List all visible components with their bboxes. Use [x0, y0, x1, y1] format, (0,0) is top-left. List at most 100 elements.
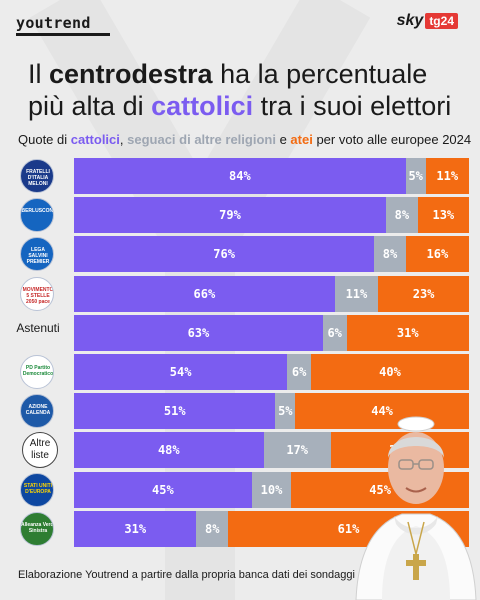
brand-name: youtrend — [16, 14, 91, 32]
title-part3: tra i suoi elettori — [253, 91, 452, 121]
bar-value-label: 16% — [426, 247, 449, 262]
bar-value-label: 6% — [327, 325, 342, 340]
party-logo-text: BERLUSCONI — [21, 208, 54, 215]
bar-seguaci-di-altre-religioni-movimento-5-stelle: 11% — [334, 275, 379, 312]
bar-seguaci-di-altre-religioni-astenuti: 6% — [322, 314, 347, 351]
bar-value-label: 31% — [124, 521, 147, 536]
bar-atei-forza-italia: 13% — [417, 197, 469, 234]
bar-value-label: 45% — [369, 482, 391, 497]
category-label-astenuti: Astenuti — [16, 320, 60, 335]
title-bold1: centrodestra — [49, 59, 213, 89]
party-logo-text: LEGA SALVINI PREMIER — [26, 247, 50, 266]
bar-seguaci-di-altre-religioni-pd: 6% — [287, 354, 311, 390]
bar-seguaci-di-altre-religioni-stati-uniti-d-europa: 10% — [251, 471, 292, 508]
bar-cattolici-alleanza-verdi-sinistra: 31% — [74, 510, 197, 547]
bar-value-label: 13% — [432, 208, 455, 223]
party-logo-stati-uniti-d-europa: STATI UNITI D'EUROPA — [20, 472, 54, 507]
party-logo-alleanza-verdi-sinistra: Alleanza Verdi Sinistra — [20, 511, 54, 546]
bar-value-label: 10% — [260, 482, 283, 497]
subtitle-key-altre: seguaci di altre religioni — [127, 132, 276, 147]
bar-value-label: 84% — [229, 169, 251, 183]
bar-value-label: 40% — [379, 365, 401, 379]
bar-value-label: 76% — [213, 247, 235, 262]
bar-value-label: 51% — [163, 404, 186, 419]
broadcaster-word: sky — [396, 12, 424, 29]
party-logo-text: PD Partito Democratico — [22, 365, 54, 377]
bar-cattolici-movimento-5-stelle: 66% — [74, 275, 335, 312]
broadcaster-logo[interactable]: sky tg24 — [397, 12, 458, 30]
subtitle-sep2: e — [275, 132, 291, 147]
chart-subtitle: Quote di cattolici, seguaci di altre rel… — [18, 132, 471, 147]
bar-value-label: 79% — [219, 208, 241, 223]
subtitle-sep1: , — [119, 132, 128, 147]
bar-cattolici-azione: 51% — [74, 393, 276, 430]
chart-title: Il centrodestra ha la percentuale più al… — [28, 58, 458, 122]
category-label-altre-liste: Altre liste — [22, 432, 58, 469]
party-logo-text: STATI UNITI D'EUROPA — [23, 482, 53, 495]
party-logo-forza-italia: BERLUSCONI — [20, 198, 54, 233]
bar-cattolici-forza-italia: 79% — [74, 197, 387, 234]
subtitle-prefix: Quote di — [18, 132, 71, 147]
source-note: Elaborazione Youtrend a partire dalla pr… — [18, 569, 355, 581]
bar-value-label: 61% — [337, 521, 360, 536]
bar-cattolici-astenuti: 63% — [74, 314, 323, 351]
broadcaster-badge: tg24 — [425, 13, 458, 29]
bar-atei-fratelli-d-italia: 11% — [425, 158, 469, 194]
bar-row-lega: LEGA SALVINI PREMIER 76% 8% 16% — [0, 236, 480, 273]
bar-value-label: 31% — [396, 325, 419, 340]
bar-cattolici-lega: 76% — [74, 236, 375, 273]
bar-value-label: 45% — [152, 482, 174, 497]
title-bold2: cattolici — [151, 91, 254, 121]
bar-value-label: 6% — [291, 365, 307, 379]
bar-value-label: 11% — [345, 286, 368, 301]
bar-row-azione: AZIONE CALENDA 51% 5% 44% — [0, 393, 480, 430]
bar-value-label: 48% — [157, 443, 180, 458]
subtitle-key-cattolici: cattolici — [70, 132, 120, 147]
bar-seguaci-di-altre-religioni-forza-italia: 8% — [386, 197, 418, 234]
bar-cattolici-stati-uniti-d-europa: 45% — [74, 471, 252, 508]
brand-underline — [16, 33, 110, 36]
bar-atei-astenuti: 31% — [346, 314, 469, 351]
bar-seguaci-di-altre-religioni-fratelli-d-italia: 5% — [405, 158, 426, 194]
bar-cattolici-altre-liste: 48% — [74, 432, 264, 469]
bar-value-label: 66% — [193, 286, 216, 301]
bar-seguaci-di-altre-religioni-alleanza-verdi-sinistra: 8% — [196, 510, 229, 547]
bar-atei-lega: 16% — [405, 236, 469, 273]
party-logo-text: AZIONE CALENDA — [25, 404, 51, 417]
party-logo-text: FRATELLI D'ITALIA MELONI — [26, 169, 50, 187]
bar-cattolici-pd: 54% — [74, 354, 288, 390]
bar-seguaci-di-altre-religioni-azione: 5% — [275, 393, 296, 430]
bar-value-label: 54% — [169, 365, 192, 379]
bar-row-fratelli-d-italia: FRATELLI D'ITALIA MELONI 84% 5% 11% — [0, 158, 480, 194]
bar-value-label: 44% — [371, 404, 393, 419]
bar-atei-movimento-5-stelle: 23% — [378, 275, 469, 312]
party-logo-pd: PD Partito Democratico — [20, 355, 54, 389]
title-part2: ha la percentuale più alta di — [28, 59, 428, 121]
party-logo-lega: LEGA SALVINI PREMIER — [20, 237, 54, 272]
party-logo-azione: AZIONE CALENDA — [20, 394, 54, 429]
subtitle-suffix: per voto alle europee 2024 — [312, 132, 472, 147]
bar-value-label: 63% — [187, 325, 210, 340]
pope-photo — [355, 416, 477, 600]
bar-seguaci-di-altre-religioni-lega: 8% — [374, 236, 406, 273]
bar-value-label: 5% — [278, 404, 293, 419]
bar-atei-azione: 44% — [295, 393, 469, 430]
bar-value-label: 17% — [286, 443, 308, 458]
party-logo-text: Alleanza Verdi Sinistra — [21, 521, 54, 534]
bar-row-pd: PD Partito Democratico 54% 6% 40% — [0, 354, 480, 390]
bar-value-label: 8% — [205, 521, 220, 536]
bar-row-astenuti: Astenuti 63% 6% 31% — [0, 314, 480, 351]
party-logo-movimento-5-stelle: MOVIMENTO 5 STELLE 2050 pace — [20, 276, 54, 311]
bar-value-label: 11% — [436, 169, 459, 183]
bar-cattolici-fratelli-d-italia: 84% — [74, 158, 406, 194]
bar-value-label: 23% — [412, 286, 435, 301]
bar-value-label: 8% — [382, 247, 398, 262]
bar-atei-pd: 40% — [311, 354, 469, 390]
bar-value-label: 8% — [394, 208, 410, 223]
bar-seguaci-di-altre-religioni-altre-liste: 17% — [263, 432, 331, 469]
bar-row-movimento-5-stelle: MOVIMENTO 5 STELLE 2050 pace 66% 11% 23% — [0, 275, 480, 312]
bar-value-label: 5% — [408, 169, 423, 183]
party-logo-fratelli-d-italia: FRATELLI D'ITALIA MELONI — [20, 159, 54, 193]
subtitle-key-atei: atei — [290, 132, 313, 147]
